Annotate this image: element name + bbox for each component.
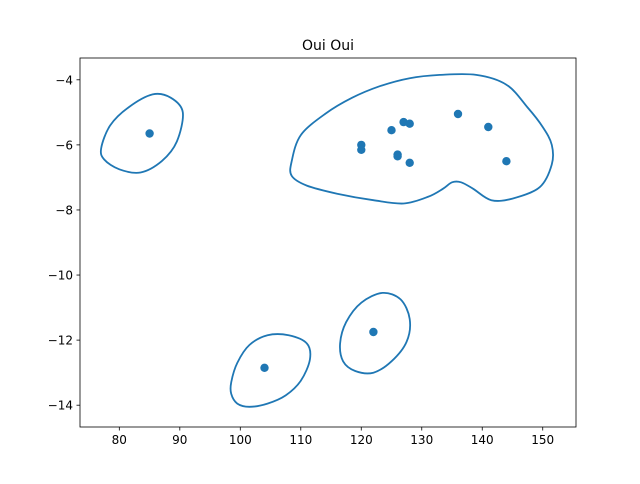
data-point: [145, 129, 154, 138]
data-point: [484, 122, 493, 132]
data-point: [453, 109, 463, 119]
data-point: [393, 152, 402, 161]
y-tick-label: −10: [48, 269, 73, 283]
x-tick-label: 140: [471, 433, 494, 447]
y-tick-label: −8: [55, 203, 73, 217]
data-point: [405, 119, 414, 128]
data-point: [502, 157, 511, 166]
y-tick-label: −14: [48, 399, 73, 413]
y-tick-label: −12: [48, 334, 73, 348]
chart-title: Oui Oui: [302, 38, 354, 54]
points-layer: [145, 109, 511, 372]
x-axis: 80 90 100 110 120 130 140 150: [112, 427, 554, 447]
x-tick-label: 100: [229, 433, 252, 447]
x-tick-label: 150: [531, 433, 554, 447]
y-tick-label: −6: [55, 138, 73, 152]
x-tick-label: 120: [350, 433, 373, 447]
data-point: [260, 363, 269, 372]
contour-line: [99, 92, 184, 174]
y-axis: −4 −6 −8 −10 −12 −14: [48, 73, 80, 413]
x-tick-label: 80: [112, 433, 127, 447]
x-tick-label: 130: [410, 433, 433, 447]
contour-line: [339, 291, 411, 375]
contour-line: [289, 73, 555, 205]
data-point: [387, 126, 396, 135]
y-tick-label: −4: [55, 73, 73, 87]
data-point: [357, 145, 366, 154]
contour-line: [229, 333, 312, 408]
data-point: [405, 158, 414, 167]
x-tick-label: 110: [289, 433, 312, 447]
plot-frame: [79, 57, 577, 428]
contour-layer: [99, 73, 555, 408]
data-point: [369, 327, 378, 337]
x-tick-label: 90: [172, 433, 187, 447]
